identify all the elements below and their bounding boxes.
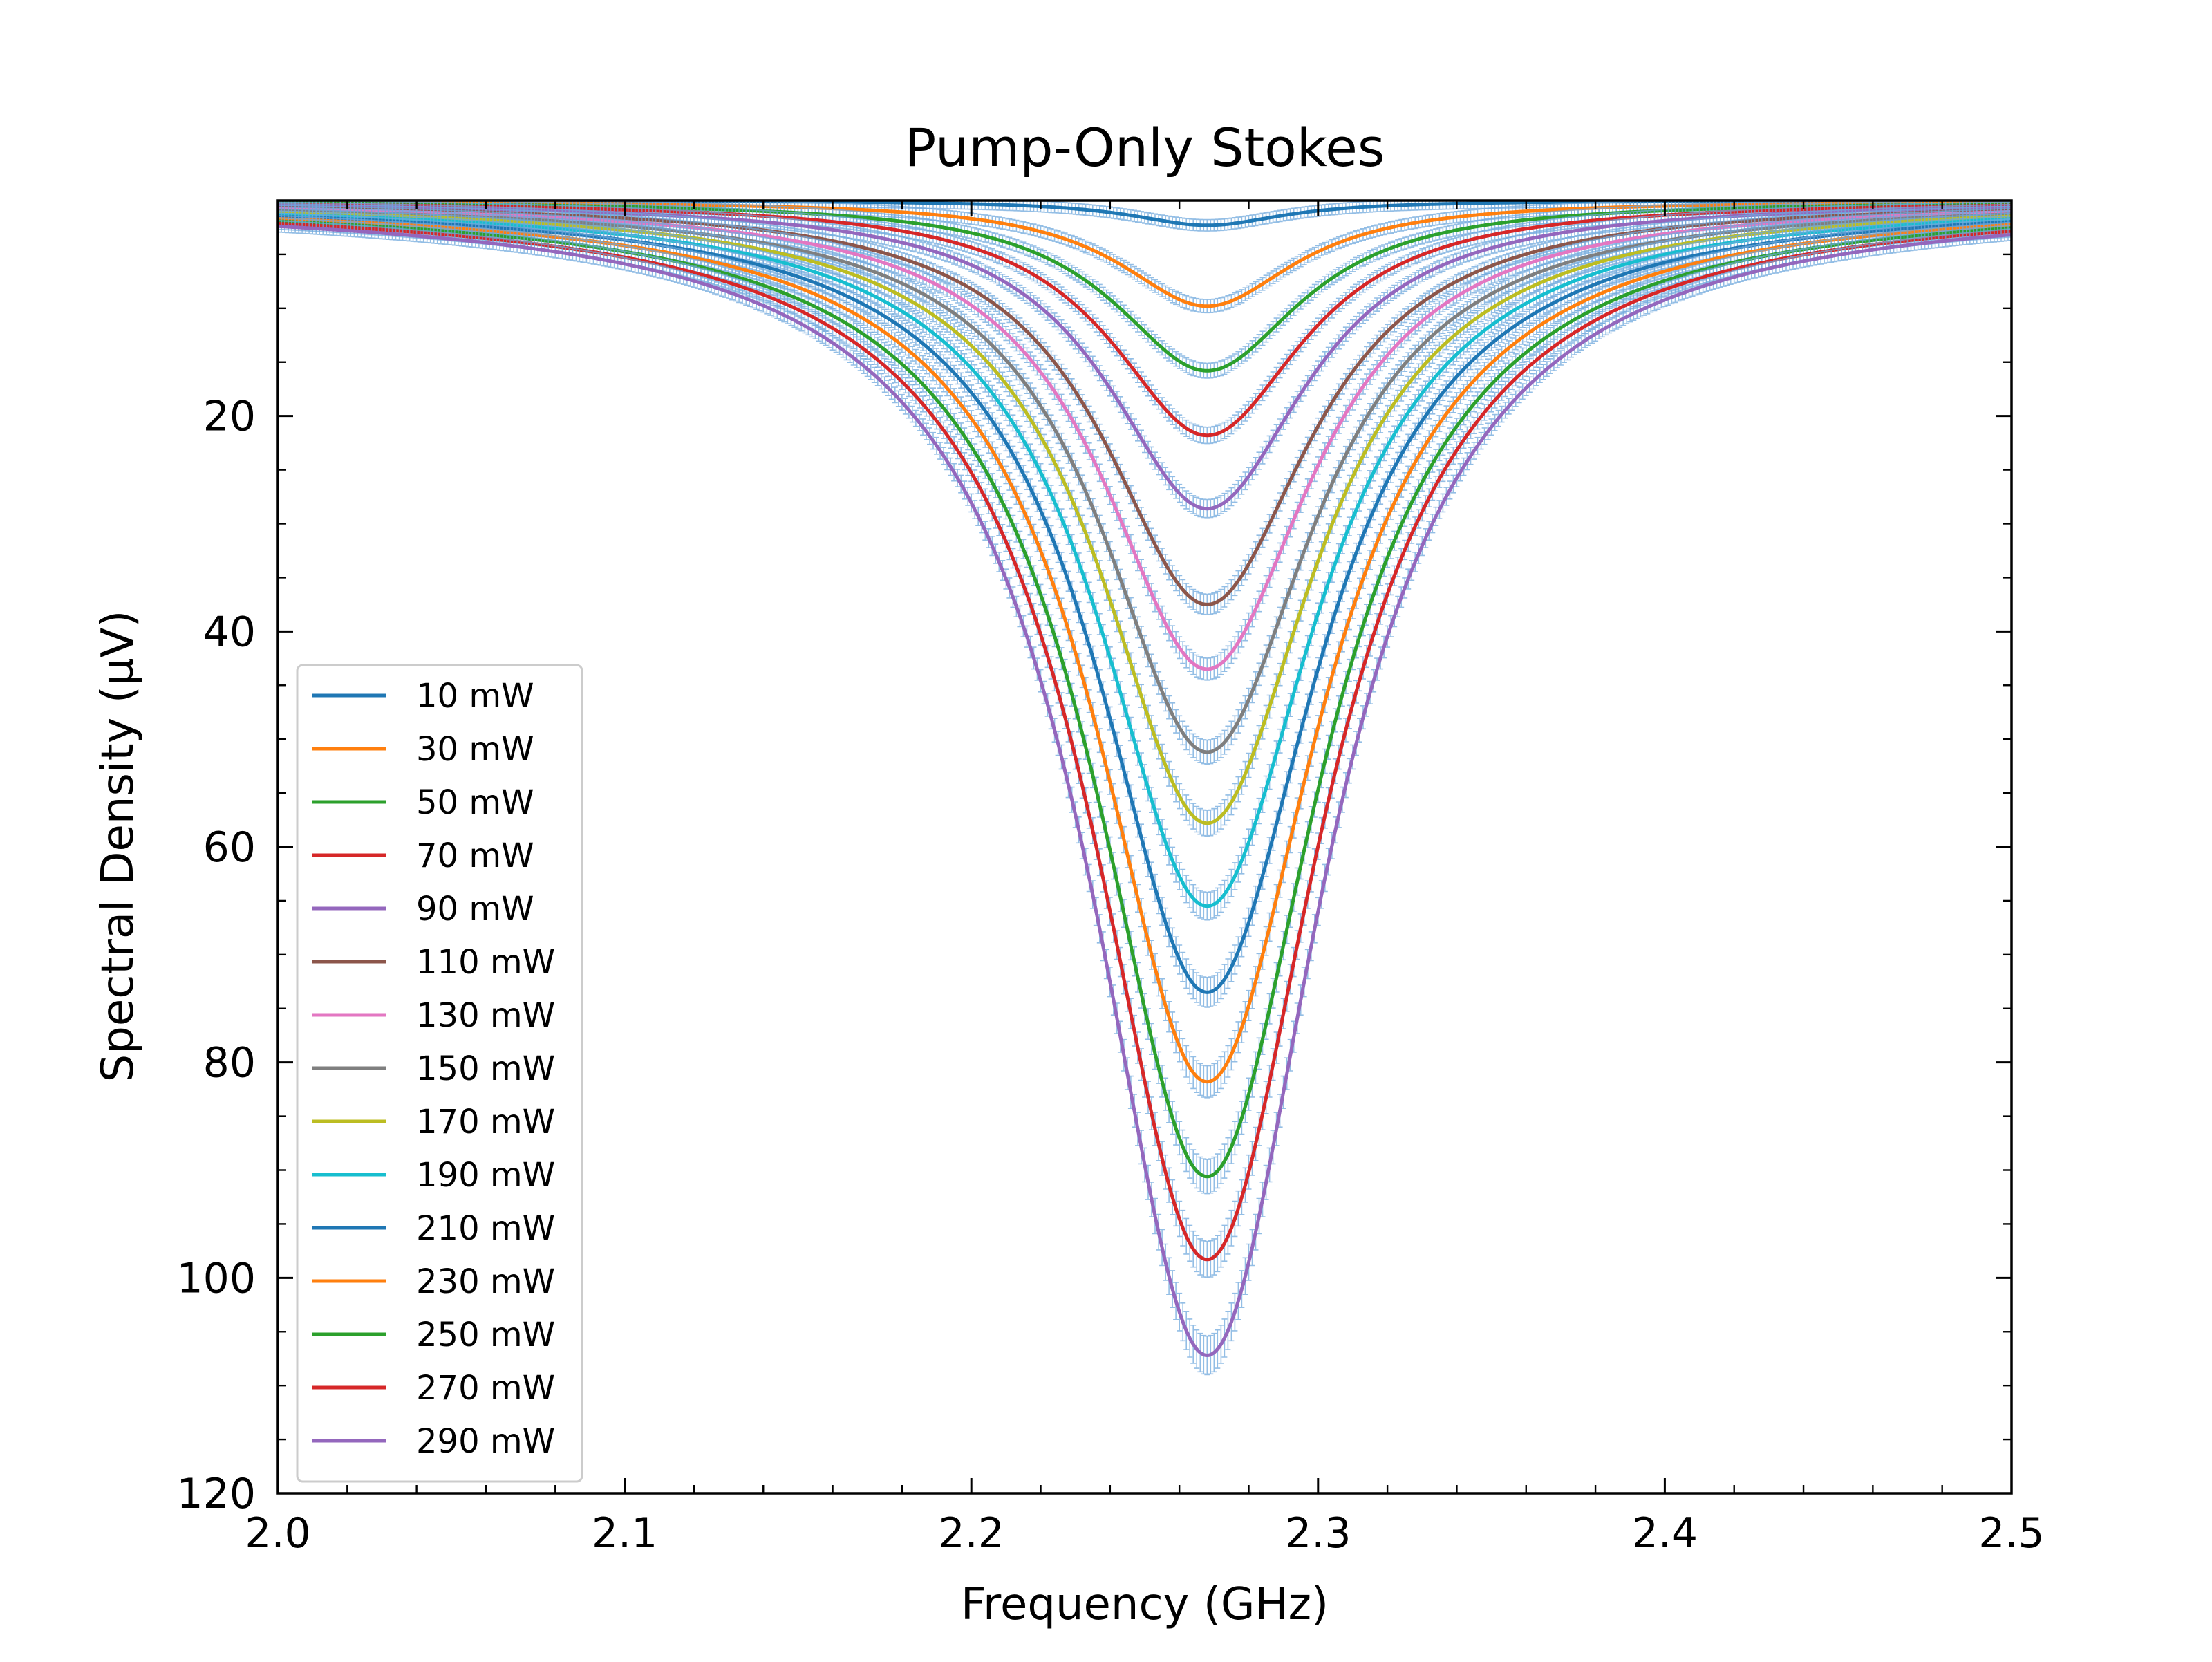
series-layer xyxy=(278,200,2012,1376)
y-tick-label-100: 100 xyxy=(176,1254,256,1302)
legend-label-250-mw: 250 mW xyxy=(416,1316,555,1354)
axes-layer: 2.0 2.1 2.2 2.3 2.4 2.5 20 40 60 80 100 120 xyxy=(176,199,2045,1558)
legend-label-290-mw: 290 mW xyxy=(416,1422,555,1461)
chart-title: Pump-Only Stokes xyxy=(905,117,1385,178)
legend-label-190-mw: 190 mW xyxy=(416,1156,555,1195)
x-tick-label-2.2: 2.2 xyxy=(938,1509,1004,1558)
x-tick-label-2.4: 2.4 xyxy=(1632,1509,1698,1558)
y-axis-label: Spectral Density (μV) xyxy=(93,610,144,1083)
y-tick-label-120: 120 xyxy=(176,1470,256,1518)
legend-box xyxy=(296,664,583,1483)
series-line-30-mw xyxy=(278,200,2012,308)
y-tick-label-40: 40 xyxy=(203,608,256,656)
legend-label-130-mw: 130 mW xyxy=(416,996,555,1035)
x-tick-label-2.5: 2.5 xyxy=(1978,1509,2044,1558)
legend-label-270-mw: 270 mW xyxy=(416,1369,555,1408)
series-line-210-mw xyxy=(278,214,2012,994)
legend-label-90-mw: 90 mW xyxy=(416,890,534,928)
series-line-70-mw xyxy=(278,202,2012,438)
legend: 10 mW 30 mW 50 mW 70 mW 90 mW 110 mW 130 mW 150… xyxy=(296,664,583,1483)
x-tick-label-2.0: 2.0 xyxy=(245,1509,310,1558)
y-tick-label-60: 60 xyxy=(203,823,256,872)
legend-label-170-mw: 170 mW xyxy=(416,1103,555,1141)
series-line-290-mw xyxy=(278,224,2012,1358)
legend-label-210-mw: 210 mW xyxy=(416,1209,555,1248)
legend-label-110-mw: 110 mW xyxy=(416,943,555,982)
legend-label-10-mw: 10 mW xyxy=(416,677,534,716)
legend-label-150-mw: 150 mW xyxy=(416,1049,555,1088)
y-tick-label-80: 80 xyxy=(203,1039,256,1087)
series-290-mw xyxy=(278,220,2012,1376)
legend-label-50-mw: 50 mW xyxy=(416,783,534,822)
legend-label-30-mw: 30 mW xyxy=(416,730,534,769)
y-tick-label-20: 20 xyxy=(203,393,256,441)
legend-label-230-mw: 230 mW xyxy=(416,1262,555,1301)
series-line-110-mw xyxy=(278,205,2012,606)
x-tick-label-2.3: 2.3 xyxy=(1285,1509,1351,1558)
x-tick-label-2.1: 2.1 xyxy=(592,1509,657,1558)
legend-label-70-mw: 70 mW xyxy=(416,837,534,875)
x-axis-label: Frequency (GHz) xyxy=(961,1579,1329,1630)
